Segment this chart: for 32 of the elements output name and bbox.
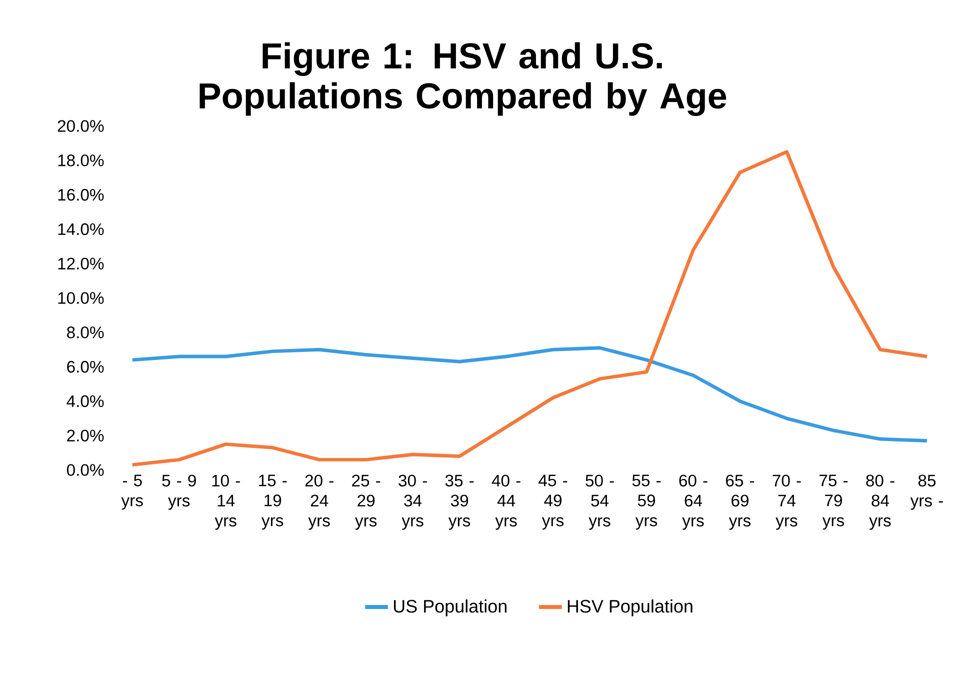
x-tick-label: 35 - 39 yrs bbox=[445, 474, 474, 530]
x-tick-label: 45 - 49 yrs bbox=[538, 474, 568, 530]
y-tick-label: 8.0% bbox=[67, 326, 104, 338]
y-tick-label: 2.0% bbox=[67, 430, 104, 442]
legend-label: HSV Population bbox=[568, 599, 692, 616]
y-tick-label: 16.0% bbox=[58, 188, 104, 201]
x-tick-label: 60 - 64 yrs bbox=[679, 474, 708, 530]
x-tick-label: 55 - 59 yrs bbox=[632, 474, 661, 530]
x-tick-label: 30 - 34 yrs bbox=[398, 474, 427, 530]
x-tick-label: - 5 yrs bbox=[121, 474, 143, 510]
y-tick-label: 10.0% bbox=[58, 292, 104, 304]
y-tick-label: 0.0% bbox=[66, 464, 104, 476]
x-tick-label: 75 - 79 yrs bbox=[820, 474, 848, 530]
x-tick-label: 25 - 29 yrs bbox=[352, 474, 380, 530]
legend-label: US Population bbox=[394, 599, 506, 616]
x-tick-label: 85 yrs - bbox=[910, 474, 943, 510]
y-tick-label: 14.0% bbox=[58, 223, 104, 236]
x-tick-label: 15 - 19 yrs bbox=[259, 474, 287, 530]
chart-title: Figure 1: HSV and U.S. Populations Compared by Age bbox=[200, 42, 726, 116]
y-tick-label: 6.0% bbox=[67, 360, 104, 373]
x-tick-label: 50 - 54 yrs bbox=[586, 474, 614, 530]
x-tick-label: 10 - 14 yrs bbox=[212, 474, 240, 530]
y-tick-label: 20.0% bbox=[58, 120, 104, 132]
x-tick-label: 5 - 9 yrs bbox=[162, 474, 196, 510]
y-tick-label: 18.0% bbox=[58, 154, 104, 166]
x-tick-label: 40 - 44 yrs bbox=[492, 474, 520, 530]
x-tick-label: 70 - 74 yrs bbox=[772, 474, 801, 530]
y-tick-label: 12.0% bbox=[58, 258, 104, 270]
y-tick-label: 4.0% bbox=[66, 395, 104, 408]
x-tick-label: 80 - 84 yrs bbox=[866, 474, 894, 530]
x-tick-label: 65 - 69 yrs bbox=[726, 474, 754, 530]
x-tick-label: 20 - 24 yrs bbox=[305, 474, 334, 530]
